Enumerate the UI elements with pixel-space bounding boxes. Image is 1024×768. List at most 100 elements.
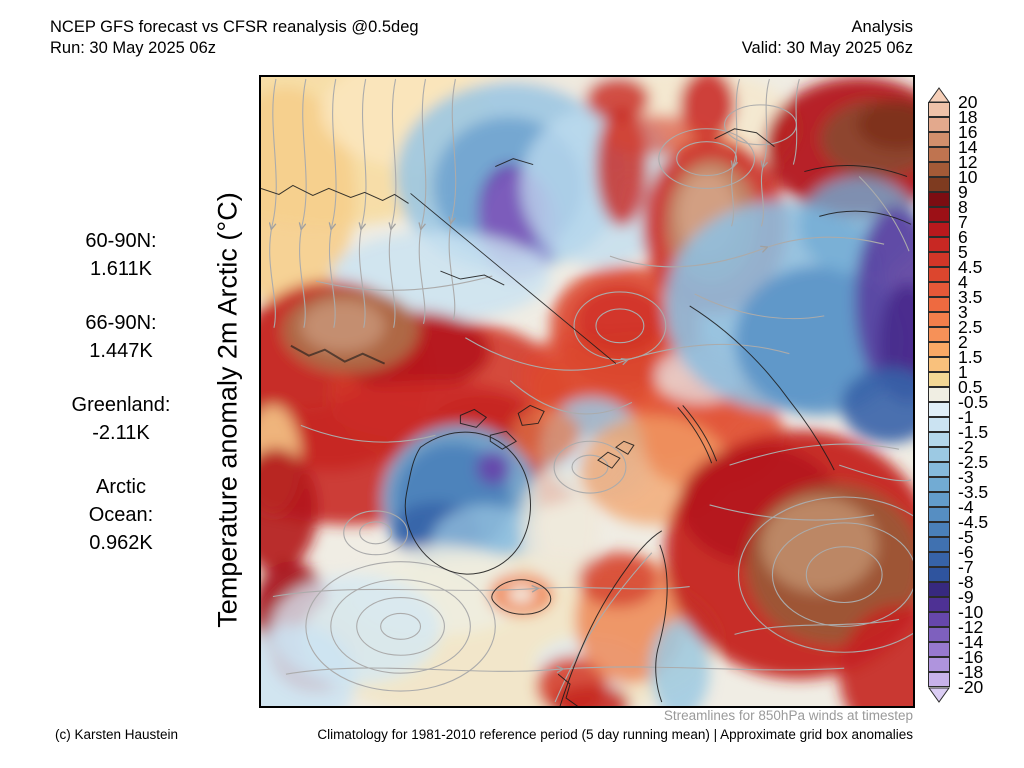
colorbar-swatch	[928, 447, 950, 462]
stat-value: 1.611K	[90, 258, 152, 280]
colorbar-swatch	[928, 492, 950, 507]
colorbar-swatch	[928, 417, 950, 432]
colorbar-swatch	[928, 672, 950, 687]
colorbar-swatch	[928, 642, 950, 657]
weather-map	[259, 75, 915, 708]
colorbar-swatch	[928, 552, 950, 567]
run-line: Run: 30 May 2025 06z	[50, 39, 217, 57]
colorbar-swatch	[928, 507, 950, 522]
colorbar-tick-label: -14	[958, 632, 984, 652]
colorbar-swatch	[928, 597, 950, 612]
streamlines-note: Streamlines for 850hPa winds at timestep	[663, 708, 913, 723]
colorbar-tick-label: -0.5	[958, 392, 989, 412]
colorbar-swatch	[928, 627, 950, 642]
colorbar-tick-label: 9	[958, 182, 968, 202]
stat-label: 60-90N:	[85, 230, 157, 252]
colorbar-tick-label: -10	[958, 602, 984, 622]
colorbar-swatch	[928, 357, 950, 372]
climatology-note: Climatology for 1981-2010 reference peri…	[317, 727, 913, 742]
colorbar-tick-label: -3	[958, 467, 974, 487]
colorbar-swatch	[928, 462, 950, 477]
colorbar-swatch	[928, 147, 950, 162]
anomaly-field	[261, 77, 913, 706]
colorbar-swatch	[928, 102, 950, 117]
colorbar-swatch	[928, 132, 950, 147]
colorbar-tick-label: 1	[958, 362, 968, 382]
colorbar-swatch	[928, 582, 950, 597]
colorbar-tick-label: 4	[958, 272, 968, 292]
colorbar-tick-label: -2.5	[958, 452, 989, 472]
stat-value: -2.11K	[92, 422, 150, 444]
colorbar-tick-label: -4.5	[958, 512, 989, 532]
colorbar-swatch	[928, 537, 950, 552]
colorbar: 20 18 16 14 12 10 9 8 7 6 5 4.5 4 3.5 3 2.5 2 1.5 1 0.5 -0.5…	[928, 86, 1024, 731]
colorbar-tick-label: 4.5	[958, 257, 983, 277]
header-left: NCEP GFS forecast vs CFSR reanalysis @0.…	[50, 17, 419, 59]
colorbar-swatch	[928, 192, 950, 207]
copyright: (c) Karsten Haustein	[55, 727, 179, 742]
colorbar-tick-label: -7	[958, 557, 974, 577]
colorbar-swatch	[928, 237, 950, 252]
colorbar-swatch	[928, 252, 950, 267]
colorbar-tick-label: 2	[958, 332, 968, 352]
stat-label: Arctic	[96, 476, 146, 498]
valid-line: Valid: 30 May 2025 06z	[741, 39, 913, 57]
colorbar-swatch	[928, 327, 950, 342]
stat-label: Ocean:	[88, 504, 154, 526]
streamlines-layer	[270, 78, 913, 703]
colorbar-tick-label: 2.5	[958, 317, 983, 337]
page-title: NCEP GFS forecast vs CFSR reanalysis @0.…	[50, 18, 419, 36]
colorbar-swatch	[928, 567, 950, 582]
stat-label: 66-90N:	[85, 312, 157, 334]
colorbar-swatch	[928, 372, 950, 387]
colorbar-tick-label: -16	[958, 647, 984, 667]
colorbar-tick-label: -5	[958, 527, 974, 547]
colorbar-swatch	[928, 222, 950, 237]
colorbar-swatch	[928, 297, 950, 312]
colorbar-swatch	[928, 312, 950, 327]
colorbar-tick-label: 1.5	[958, 347, 983, 367]
colorbar-tick-label: -12	[958, 617, 984, 637]
stat-group-arctic-ocean: Arctic Ocean: 0.962K	[35, 473, 207, 557]
colorbar-tick-label: 3	[958, 302, 968, 322]
colorbar-swatch	[928, 207, 950, 222]
colorbar-tick-label: 6	[958, 227, 968, 247]
colorbar-swatch	[928, 177, 950, 192]
colorbar-tick-label: -20	[958, 677, 984, 697]
colorbar-swatch	[928, 342, 950, 357]
colorbar-tick-label: 18	[958, 107, 978, 127]
coastlines-layer	[261, 128, 912, 706]
colorbar-swatch	[928, 477, 950, 492]
stat-group-66-90n: 66-90N: 1.447K	[35, 309, 207, 365]
colorbar-swatch	[928, 657, 950, 672]
stat-value: 1.447K	[89, 340, 153, 362]
colorbar-swatch	[928, 387, 950, 402]
colorbar-top-arrow	[928, 87, 950, 103]
colorbar-swatch	[928, 432, 950, 447]
colorbar-tick-label: -6	[958, 542, 974, 562]
stat-label: Greenland:	[71, 394, 171, 416]
map-svg	[261, 77, 913, 706]
colorbar-tick-label: -9	[958, 587, 974, 607]
colorbar-tick-label: -2	[958, 437, 974, 457]
header-right: Analysis Valid: 30 May 2025 06z	[742, 17, 913, 59]
stat-group-greenland: Greenland: -2.11K	[35, 391, 207, 447]
colorbar-tick-label: 8	[958, 197, 968, 217]
colorbar-tick-label: 16	[958, 122, 978, 142]
mode-label: Analysis	[851, 18, 913, 36]
colorbar-tick-label: 20	[958, 92, 978, 112]
colorbar-tick-label: 12	[958, 152, 978, 172]
colorbar-swatch	[928, 402, 950, 417]
y-axis-label: Temperature anomaly 2m Arctic (°C)	[212, 192, 243, 628]
colorbar-tick-label: 3.5	[958, 287, 983, 307]
colorbar-tick-label: 5	[958, 242, 968, 262]
stats-panel: 60-90N: 1.611K 66-90N: 1.447K Greenland:…	[35, 227, 207, 583]
colorbar-tick-label: -4	[958, 497, 974, 517]
colorbar-tick-label: -8	[958, 572, 974, 592]
colorbar-swatch	[928, 162, 950, 177]
colorbar-swatch	[928, 612, 950, 627]
colorbar-tick-label: -18	[958, 662, 984, 682]
stat-value: 0.962K	[89, 532, 153, 554]
colorbar-tick-label: 7	[958, 212, 968, 232]
